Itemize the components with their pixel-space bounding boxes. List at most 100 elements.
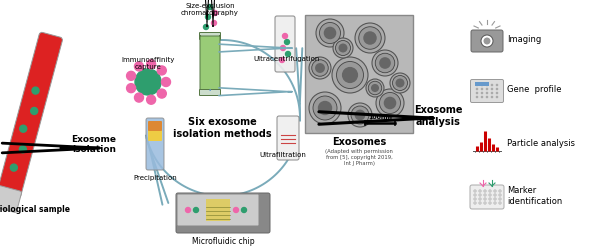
Circle shape	[484, 190, 487, 192]
Circle shape	[157, 89, 166, 98]
Circle shape	[127, 84, 136, 93]
FancyBboxPatch shape	[148, 121, 162, 131]
Circle shape	[479, 194, 481, 196]
FancyBboxPatch shape	[199, 32, 221, 40]
Circle shape	[134, 93, 143, 102]
Circle shape	[283, 33, 287, 39]
Circle shape	[10, 164, 17, 171]
Circle shape	[284, 40, 290, 45]
Circle shape	[338, 44, 347, 52]
Circle shape	[384, 97, 397, 109]
Circle shape	[371, 84, 379, 92]
Circle shape	[193, 207, 199, 213]
Circle shape	[494, 198, 496, 200]
Circle shape	[491, 92, 493, 94]
Circle shape	[348, 103, 372, 127]
Text: Microfluidic chip: Microfluidic chip	[191, 237, 254, 246]
Circle shape	[376, 89, 404, 117]
Circle shape	[481, 88, 484, 90]
Circle shape	[473, 198, 476, 200]
Circle shape	[484, 198, 487, 200]
Circle shape	[395, 78, 404, 88]
Text: Precipitation: Precipitation	[133, 175, 177, 181]
Text: (Adapted with permission
from [5], copyright 2019,
Int J Pharm): (Adapted with permission from [5], copyr…	[325, 149, 393, 166]
Circle shape	[309, 92, 341, 124]
Circle shape	[486, 88, 488, 90]
Circle shape	[479, 198, 481, 200]
Circle shape	[496, 84, 499, 86]
Text: .: .	[208, 80, 212, 94]
Circle shape	[363, 31, 377, 45]
Circle shape	[476, 88, 478, 90]
Circle shape	[476, 84, 478, 86]
Circle shape	[309, 57, 331, 79]
Circle shape	[324, 27, 337, 39]
Bar	[475, 82, 489, 86]
FancyBboxPatch shape	[471, 30, 503, 52]
Text: Immunoaffinity
capture: Immunoaffinity capture	[121, 57, 175, 70]
Circle shape	[127, 71, 136, 80]
Bar	[305, 15, 413, 133]
Text: Imaging: Imaging	[507, 35, 541, 45]
Circle shape	[375, 53, 395, 73]
Circle shape	[372, 50, 398, 76]
Circle shape	[486, 96, 488, 98]
Circle shape	[355, 110, 365, 120]
FancyBboxPatch shape	[148, 129, 162, 141]
Circle shape	[486, 84, 488, 86]
Circle shape	[366, 79, 384, 97]
Circle shape	[499, 194, 502, 196]
Circle shape	[473, 190, 476, 192]
Circle shape	[488, 190, 491, 192]
Circle shape	[491, 88, 493, 90]
FancyBboxPatch shape	[176, 193, 270, 233]
Circle shape	[315, 63, 325, 73]
Circle shape	[134, 62, 143, 71]
FancyBboxPatch shape	[200, 35, 220, 95]
Circle shape	[488, 202, 491, 204]
Circle shape	[318, 101, 332, 115]
Circle shape	[208, 4, 212, 10]
Circle shape	[185, 207, 191, 213]
Circle shape	[31, 108, 38, 114]
Circle shape	[32, 87, 39, 94]
FancyBboxPatch shape	[177, 194, 259, 226]
Circle shape	[241, 207, 247, 213]
Circle shape	[146, 95, 155, 104]
Circle shape	[476, 92, 478, 94]
Text: Ultrafiltration: Ultrafiltration	[260, 152, 307, 158]
Circle shape	[233, 207, 239, 213]
Text: Exosome
isolation: Exosome isolation	[71, 135, 116, 154]
Circle shape	[19, 146, 26, 153]
Circle shape	[481, 84, 484, 86]
Circle shape	[20, 125, 27, 132]
Circle shape	[313, 96, 337, 120]
Circle shape	[484, 202, 487, 204]
Circle shape	[491, 96, 493, 98]
Circle shape	[351, 106, 369, 124]
Circle shape	[161, 77, 170, 87]
Bar	[206, 199, 230, 221]
Circle shape	[379, 57, 391, 69]
Text: Gene  profile: Gene profile	[507, 86, 562, 94]
Text: 100nm: 100nm	[368, 115, 392, 120]
Circle shape	[486, 92, 488, 94]
Circle shape	[312, 60, 328, 76]
Circle shape	[481, 92, 484, 94]
FancyBboxPatch shape	[0, 186, 22, 212]
Circle shape	[481, 96, 484, 98]
Circle shape	[494, 194, 496, 196]
Circle shape	[473, 194, 476, 196]
Circle shape	[212, 11, 218, 15]
Circle shape	[390, 73, 410, 93]
Circle shape	[146, 60, 155, 69]
Circle shape	[476, 96, 478, 98]
Circle shape	[499, 198, 502, 200]
Circle shape	[479, 190, 481, 192]
FancyBboxPatch shape	[470, 79, 503, 103]
FancyBboxPatch shape	[277, 116, 299, 160]
Circle shape	[337, 62, 364, 89]
Circle shape	[499, 202, 502, 204]
Circle shape	[488, 198, 491, 200]
Circle shape	[494, 190, 496, 192]
